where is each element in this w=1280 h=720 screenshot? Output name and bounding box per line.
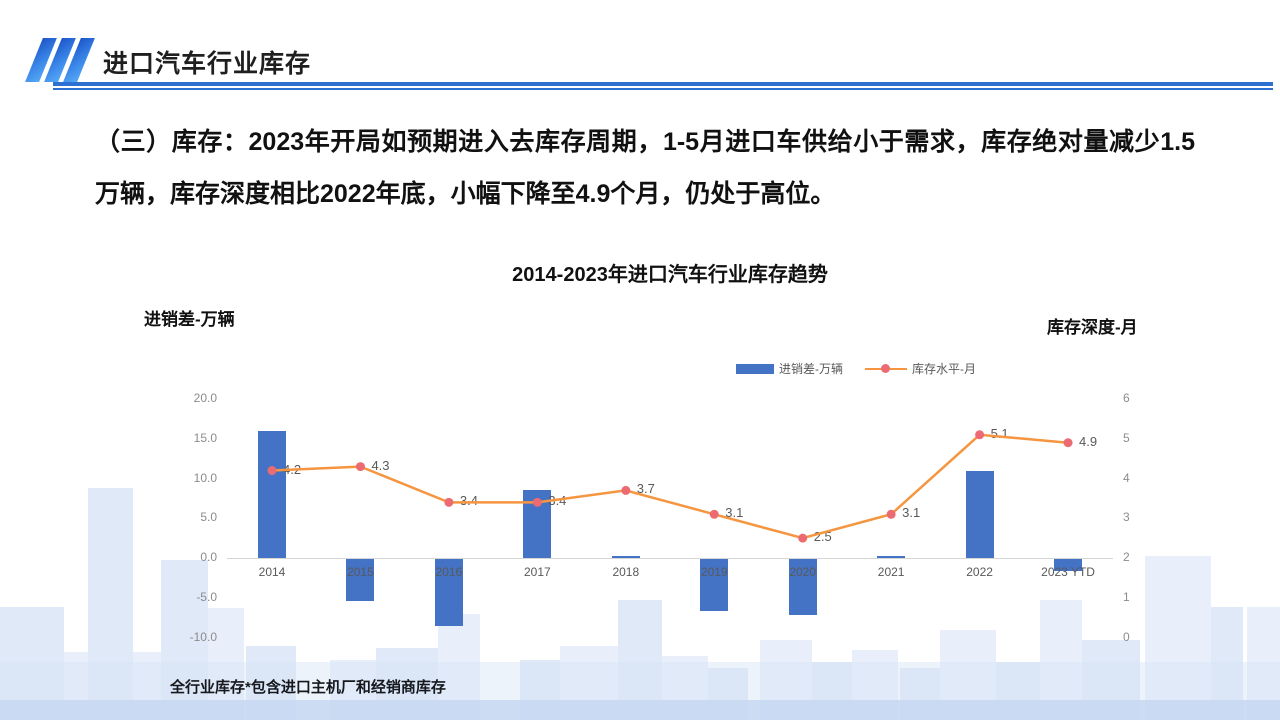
x-axis-zero-line [227, 558, 1113, 559]
bar-2018 [611, 556, 640, 558]
slide-header: 进口汽车行业库存 [0, 0, 1280, 95]
bar-2014 [258, 430, 286, 558]
skyline-band [0, 700, 1280, 720]
y-axis-tick-left: 0.0 [200, 550, 217, 564]
bar-2022 [965, 470, 994, 558]
y-axis-tick-right: 2 [1123, 550, 1130, 564]
line-value-label: 3.4 [459, 493, 478, 509]
line-value-label: 4.2 [283, 461, 302, 477]
bar-2023 YTD [1054, 559, 1083, 571]
line-value-label: 4.9 [1079, 433, 1098, 449]
x-axis-label: 2014 [258, 565, 286, 579]
y-axis-tick-left: 20.0 [193, 391, 217, 405]
y-axis-tick-left: -10.0 [189, 629, 217, 644]
bar-series-swatch-icon [736, 363, 774, 374]
header-divider [53, 82, 1273, 90]
x-axis-label: 2023 YTD [1041, 565, 1095, 579]
line-value-label: 3.1 [725, 505, 744, 521]
bar-2020 [788, 559, 817, 615]
skyline-building [1145, 556, 1211, 720]
y-axis-tick-left: -5.0 [196, 589, 217, 604]
y-axis-tick-left: 15.0 [193, 430, 217, 445]
line-value-label: 5.1 [990, 425, 1009, 441]
right-axis-title: 库存深度-月 [1047, 318, 1138, 337]
x-axis-label: 2018 [612, 565, 640, 579]
x-axis-label: 2016 [435, 565, 463, 579]
legend-label: 进销差-万辆 [779, 362, 843, 376]
y-axis-tick-right: 3 [1123, 510, 1130, 525]
y-axis-tick-right: 5 [1123, 430, 1130, 445]
bar-2019 [700, 559, 729, 611]
bar-2016 [434, 559, 463, 626]
y-axis-tick-right: 0 [1123, 629, 1130, 644]
chart-legend: 进销差-万辆 库存水平-月 [736, 360, 976, 377]
x-axis-label: 2019 [700, 565, 728, 579]
x-axis-label: 2020 [789, 565, 817, 579]
line-value-label: 3.4 [548, 493, 567, 509]
skyline-building [161, 560, 208, 720]
summary-paragraph: （三）库存：2023年开局如预期进入去库存周期，1-5月进口车供给小于需求，库存… [95, 128, 1195, 208]
y-axis-tick-right: 6 [1123, 391, 1130, 405]
line-series-swatch-icon [865, 363, 907, 374]
line-value-label: 2.5 [813, 529, 832, 545]
x-axis-label: 2017 [523, 565, 551, 579]
left-axis-title: 进销差-万辆 [144, 310, 235, 329]
skyline-building [88, 488, 133, 720]
x-axis-label: 2022 [966, 565, 993, 579]
line-value-label: 4.3 [371, 457, 390, 473]
y-axis-tick-right: 4 [1123, 470, 1130, 485]
line-value-label: 3.7 [636, 481, 655, 497]
y-axis-tick-right: 1 [1123, 589, 1130, 604]
y-axis-tick-left: 10.0 [193, 470, 217, 485]
x-axis-label: 2015 [347, 565, 374, 579]
bar-2015 [346, 559, 375, 602]
x-axis-label: 2021 [877, 565, 905, 579]
line-value-label: 3.1 [902, 505, 921, 521]
legend-item-bar-series: 进销差-万辆 [736, 360, 843, 377]
chart-title: 2014-2023年进口汽车行业库存趋势 [512, 264, 828, 286]
chart-footnote: 全行业库存*包含进口主机厂和经销商库存 [170, 679, 446, 696]
legend-item-line-series: 库存水平-月 [865, 360, 976, 377]
y-axis-tick-left: 5.0 [200, 510, 217, 525]
bar-2021 [877, 556, 906, 558]
bar-2017 [523, 490, 552, 558]
page-title: 进口汽车行业库存 [103, 50, 312, 78]
legend-label: 库存水平-月 [912, 362, 976, 376]
